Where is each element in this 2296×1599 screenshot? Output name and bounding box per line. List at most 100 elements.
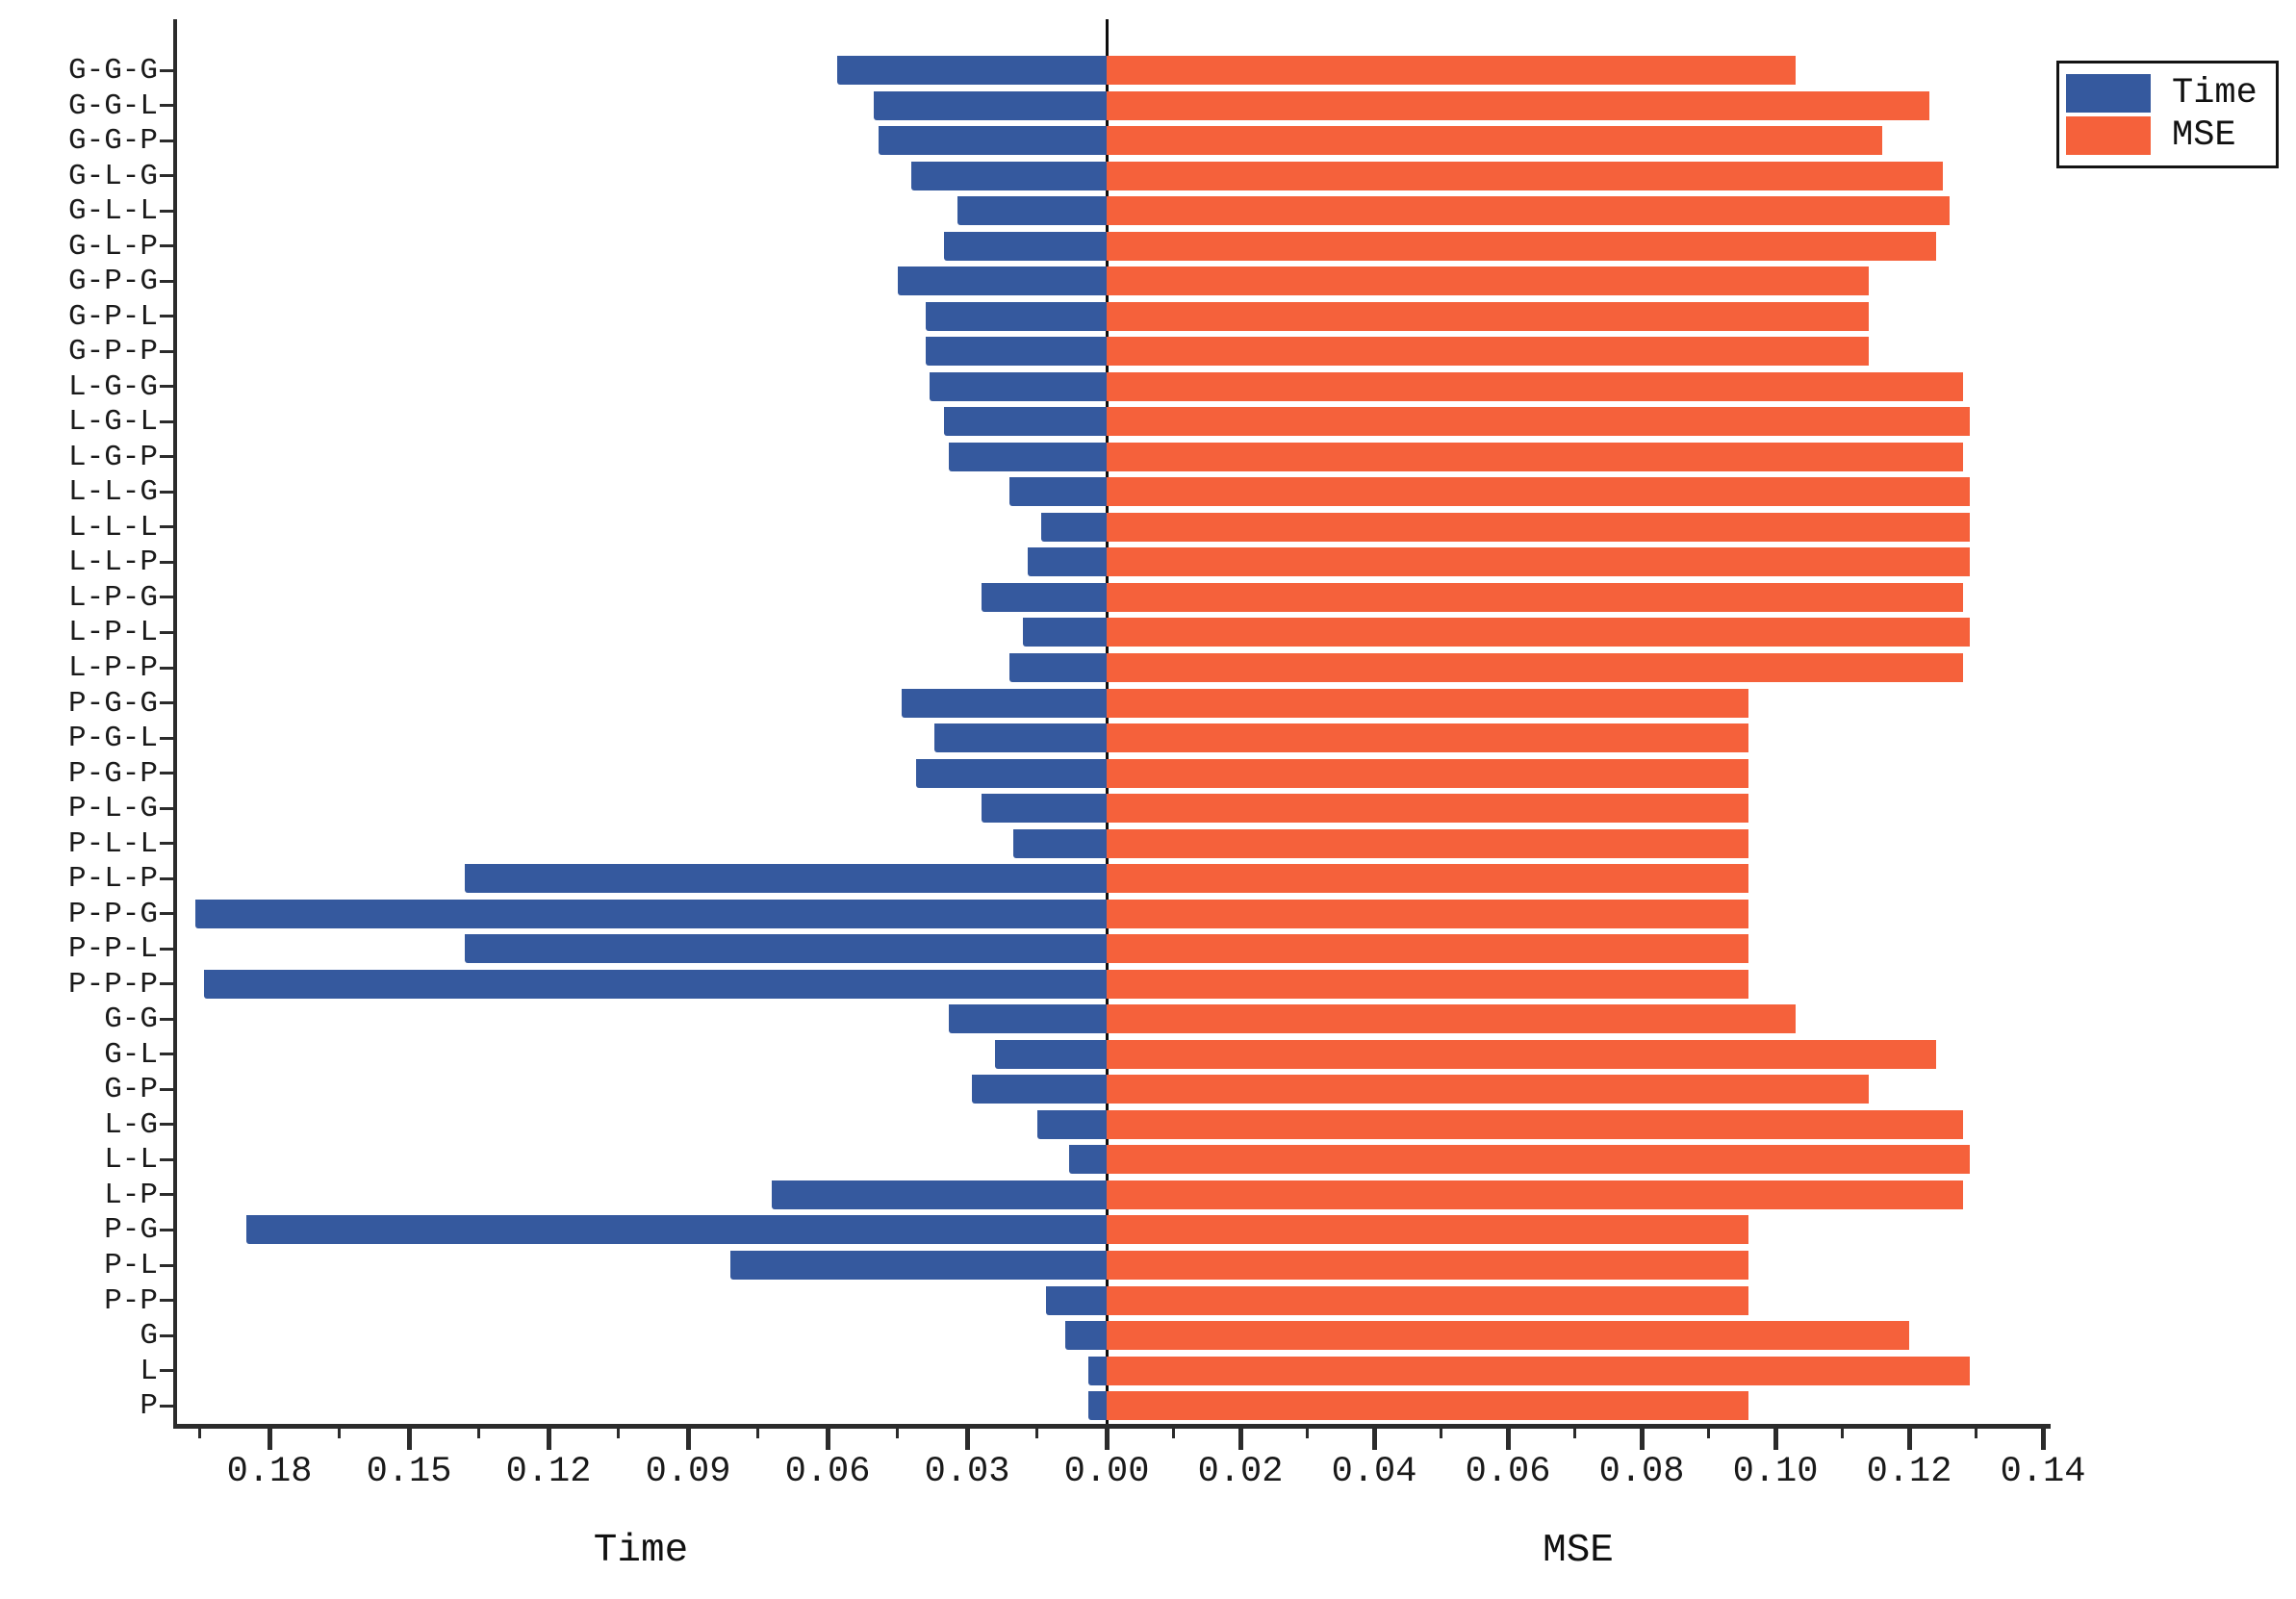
category-label: P-P <box>104 1283 158 1318</box>
category-label: G-P-G <box>67 265 158 299</box>
time-bar <box>1041 512 1107 542</box>
time-bar <box>1008 477 1107 507</box>
right-axis-title: MSE <box>1543 1529 1614 1573</box>
x-minor-tick <box>198 1424 201 1438</box>
mse-bar <box>1107 1356 1970 1385</box>
time-bar <box>948 442 1107 471</box>
mse-bar <box>1107 1109 1963 1139</box>
category-label: G-L-G <box>67 159 158 193</box>
category-tick <box>160 701 175 705</box>
category-tick <box>160 209 175 213</box>
x-tick-label: 0.02 <box>1197 1452 1284 1492</box>
time-bar <box>915 758 1107 788</box>
x-tick-label: 0.04 <box>1331 1452 1417 1492</box>
category-tick <box>160 842 175 846</box>
x-minor-tick <box>1440 1424 1442 1438</box>
category-tick <box>160 736 175 740</box>
mse-bar <box>1107 618 1970 647</box>
category-label: L-L-L <box>67 510 158 545</box>
x-tick-label: 0.12 <box>1866 1452 1952 1492</box>
time-bar <box>1008 653 1107 682</box>
time-bar <box>836 56 1107 85</box>
x-minor-tick <box>896 1424 899 1438</box>
mse-bar <box>1107 828 1749 858</box>
time-bar <box>1046 1285 1107 1315</box>
x-minor-tick <box>477 1424 480 1438</box>
category-label: P-G-L <box>67 722 158 756</box>
category-tick <box>160 315 175 318</box>
category-tick <box>160 68 175 72</box>
time-bar <box>1027 547 1107 577</box>
category-label: L-G <box>104 1107 158 1142</box>
category-label: G-L <box>104 1037 158 1072</box>
zero-baseline <box>1106 19 1109 1424</box>
mse-bar <box>1107 547 1970 577</box>
x-minor-tick <box>1975 1424 1977 1438</box>
time-bar <box>934 723 1107 753</box>
x-tick-label: 0.10 <box>1732 1452 1819 1492</box>
time-bar <box>1087 1391 1107 1421</box>
x-major-tick <box>825 1424 830 1450</box>
x-major-tick <box>685 1424 691 1450</box>
category-tick <box>160 630 175 634</box>
category-tick <box>160 1333 175 1337</box>
time-bar <box>943 407 1107 437</box>
category-label: L-P-L <box>67 616 158 650</box>
mse-bar <box>1107 934 1749 964</box>
category-label: G-P-L <box>67 299 158 334</box>
time-bar <box>465 934 1107 964</box>
x-major-tick <box>964 1424 970 1450</box>
category-label: P-L-L <box>67 826 158 861</box>
category-tick <box>160 1263 175 1267</box>
time-legend-label: Time <box>2172 72 2258 114</box>
mse-bar <box>1107 1180 1963 1209</box>
mse-bar <box>1107 337 1870 367</box>
mse-bar <box>1107 582 1963 612</box>
x-major-tick <box>1505 1424 1511 1450</box>
category-tick <box>160 1087 175 1091</box>
x-minor-tick <box>1035 1424 1038 1438</box>
time-bar <box>465 864 1107 894</box>
category-tick <box>160 1053 175 1056</box>
mse-bar <box>1107 1215 1749 1245</box>
category-label: G-L-L <box>67 194 158 229</box>
mse-bar <box>1107 1251 1749 1281</box>
category-tick <box>160 982 175 986</box>
category-tick <box>160 174 175 178</box>
x-axis-spine <box>173 1424 2051 1429</box>
x-major-tick <box>1639 1424 1645 1450</box>
x-minor-tick <box>1841 1424 1844 1438</box>
category-label: P-L <box>104 1249 158 1283</box>
mse-legend-swatch <box>2066 116 2151 155</box>
time-bar <box>902 688 1107 718</box>
x-tick-label: 0.14 <box>2000 1452 2086 1492</box>
x-tick-label: 0.06 <box>1465 1452 1551 1492</box>
category-tick <box>160 1193 175 1197</box>
time-bar <box>943 231 1107 261</box>
category-tick <box>160 455 175 459</box>
x-major-tick <box>1371 1424 1377 1450</box>
time-bar <box>1013 828 1107 858</box>
category-tick <box>160 947 175 951</box>
x-tick-label: 0.18 <box>226 1452 313 1492</box>
mse-bar <box>1107 723 1749 753</box>
category-tick <box>160 772 175 775</box>
time-bar <box>957 196 1107 226</box>
mse-bar <box>1107 477 1970 507</box>
category-label: P-P-P <box>67 967 158 1002</box>
x-tick-label: 0.12 <box>505 1452 592 1492</box>
category-label: P <box>140 1389 158 1424</box>
time-bar <box>204 969 1107 999</box>
legend: Time MSE <box>2056 61 2279 168</box>
category-label: G-G-P <box>67 124 158 159</box>
x-major-tick <box>546 1424 551 1450</box>
category-tick <box>160 104 175 108</box>
category-tick <box>160 525 175 529</box>
time-bar <box>930 371 1107 401</box>
x-minor-tick <box>756 1424 759 1438</box>
time-bar <box>948 1004 1107 1034</box>
category-tick <box>160 1123 175 1127</box>
mse-bar <box>1107 1039 1936 1069</box>
mse-bar <box>1107 371 1963 401</box>
x-minor-tick <box>1573 1424 1576 1438</box>
